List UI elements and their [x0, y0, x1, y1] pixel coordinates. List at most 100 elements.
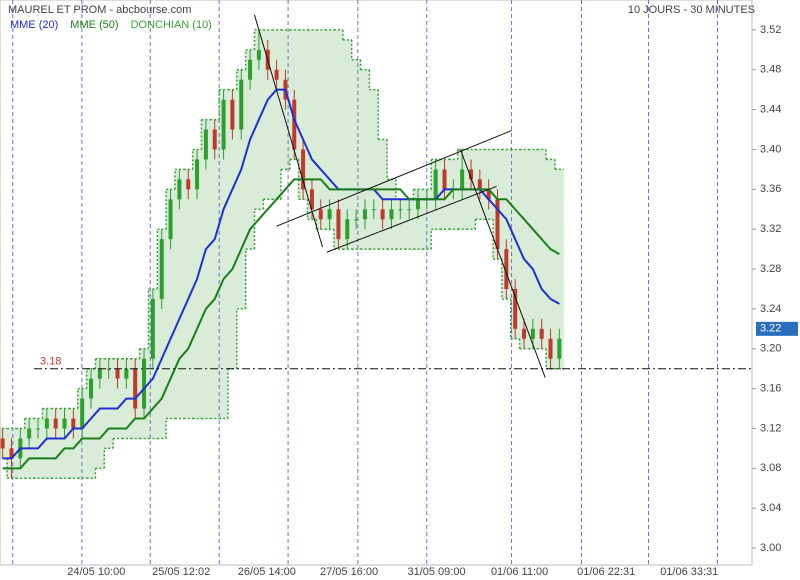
donchian-fill: [201, 119, 211, 419]
donchian-fill: [68, 408, 78, 479]
donchian-fill: [369, 89, 379, 250]
candle-body: [371, 209, 376, 211]
candle-body: [239, 79, 244, 130]
candle-body: [27, 428, 32, 439]
candle-body: [513, 288, 518, 329]
candle-body: [168, 199, 173, 240]
chart-title: MAUREL ET PROM - abcbourse.com: [8, 4, 191, 16]
y-tick-label: 3.52: [760, 24, 781, 36]
candle-body: [62, 418, 67, 429]
donchian-fill: [404, 199, 414, 250]
candle-body: [256, 49, 261, 60]
donchian-fill: [192, 149, 202, 419]
candle-body: [548, 338, 553, 359]
y-tick-label: 3.40: [760, 143, 781, 155]
x-tick-label: 24/05 10:00: [67, 566, 125, 578]
candle-body: [354, 219, 359, 221]
trendline: [254, 14, 324, 248]
donchian-fill: [378, 139, 388, 250]
donchian-fill: [157, 229, 167, 439]
donchian-fill: [325, 29, 335, 230]
candle-body: [177, 179, 182, 200]
candle-body: [362, 209, 367, 220]
candle-body: [212, 129, 217, 150]
candle-body: [336, 209, 341, 240]
candle-body: [345, 219, 350, 240]
candle-body: [195, 159, 200, 190]
donchian-fill: [183, 169, 193, 419]
candle-body: [301, 149, 306, 190]
candle-body: [53, 418, 58, 429]
trendline: [326, 185, 497, 253]
legend-entry: MME (20): [10, 19, 58, 31]
candle-body: [398, 209, 403, 211]
x-tick-label: 01/06 11:00: [491, 566, 548, 578]
candle-body: [115, 368, 120, 379]
donchian-fill: [219, 89, 228, 419]
candle-body: [203, 129, 208, 160]
candle-body: [530, 328, 535, 339]
candle-body: [9, 448, 14, 459]
y-tick-label: 3.12: [760, 422, 781, 434]
candle-body: [433, 169, 438, 200]
y-tick-label: 3.48: [760, 64, 781, 76]
donchian-fill: [113, 358, 122, 439]
candle-body: [468, 169, 473, 180]
y-tick-label: 3.24: [760, 303, 781, 315]
candle-body: [309, 189, 314, 210]
candle-body: [292, 99, 297, 150]
candle-body: [389, 209, 394, 220]
donchian-fill: [272, 29, 282, 200]
donchian-fill: [86, 368, 96, 479]
donchian-fill: [95, 358, 105, 469]
x-tick-label: 25/05 12:02: [152, 566, 210, 578]
y-tick-label: 3.20: [760, 343, 781, 355]
donchian-fill: [519, 149, 529, 349]
donchian-fill: [298, 29, 308, 200]
y-tick-label: 3.04: [760, 502, 781, 514]
candle-body: [142, 358, 147, 409]
candle-body: [159, 239, 164, 299]
donchian-fill: [528, 149, 538, 349]
legend-entry: DONCHIAN (10): [131, 19, 212, 31]
y-tick-label: 3.36: [760, 183, 781, 195]
donchian-fill: [60, 408, 69, 479]
y-tick-label: 3.28: [760, 263, 781, 275]
donchian-fill: [510, 149, 520, 339]
candle-body: [186, 179, 191, 190]
ma-line: [2, 178, 560, 470]
candle-body: [460, 169, 465, 190]
donchian-fill: [42, 408, 52, 479]
candle-body: [35, 428, 40, 430]
candle-body: [106, 368, 111, 370]
candle-body: [274, 69, 279, 80]
donchian-fill: [227, 89, 237, 369]
y-tick-label: 3.08: [760, 462, 781, 474]
candle-body: [495, 199, 500, 250]
y-tick-label: 3.16: [760, 383, 781, 395]
donchian-fill: [51, 408, 61, 479]
donchian-fill: [546, 159, 555, 369]
trendline: [459, 149, 546, 378]
candle-body: [150, 298, 155, 359]
donchian-fill: [422, 189, 432, 250]
candle-body: [97, 368, 102, 379]
candle-body: [0, 438, 5, 449]
last-price-label: 3.22: [760, 323, 781, 335]
donchian-fill: [316, 29, 326, 230]
candle-body: [415, 199, 420, 210]
candle-body: [407, 209, 412, 211]
donchian-fill: [360, 69, 370, 250]
y-tick-label: 3.32: [760, 223, 781, 235]
donchian-fill: [537, 149, 547, 349]
candle-body: [80, 398, 85, 429]
candle-body: [504, 249, 509, 289]
x-tick-label: 26/05 14:00: [238, 566, 296, 578]
candle-body: [248, 59, 253, 80]
candle-body: [44, 418, 49, 429]
candle-body: [230, 99, 235, 130]
trendline: [276, 130, 512, 227]
donchian-fill: [342, 39, 352, 250]
